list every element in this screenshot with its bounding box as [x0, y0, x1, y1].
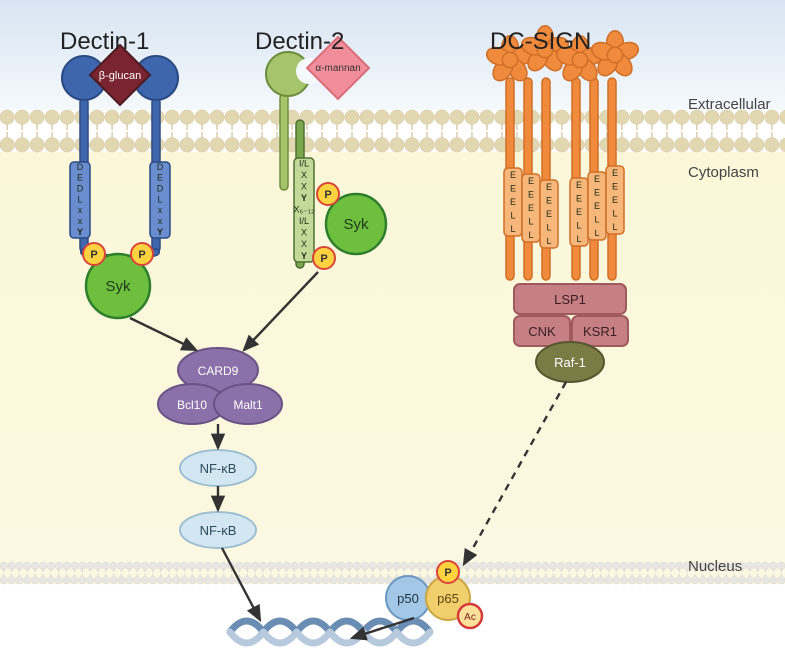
svg-text:LSP1: LSP1 — [554, 292, 586, 307]
svg-text:I/L: I/L — [299, 216, 309, 226]
dectin-2-title: Dectin-2 — [255, 28, 344, 56]
svg-text:α-mannan: α-mannan — [315, 63, 360, 74]
svg-text:X: X — [301, 228, 307, 238]
svg-text:E: E — [510, 197, 516, 207]
plasma-membrane — [0, 110, 785, 152]
svg-text:L: L — [510, 211, 515, 221]
svg-text:L: L — [528, 217, 533, 227]
svg-text:P: P — [138, 249, 145, 261]
svg-text:L: L — [528, 230, 533, 240]
svg-text:Ac: Ac — [464, 612, 476, 623]
svg-text:E: E — [157, 173, 163, 183]
svg-text:x: x — [158, 216, 163, 226]
svg-text:D: D — [77, 184, 84, 194]
svg-text:E: E — [612, 181, 618, 191]
svg-text:E: E — [576, 180, 582, 190]
svg-text:L: L — [576, 234, 581, 244]
svg-text:E: E — [510, 183, 516, 193]
svg-text:Y: Y — [301, 251, 307, 261]
svg-text:D: D — [157, 162, 164, 172]
svg-text:L: L — [612, 222, 617, 232]
svg-text:L: L — [612, 209, 617, 219]
svg-text:L: L — [594, 215, 599, 225]
svg-text:X₆₋₁₂: X₆₋₁₂ — [294, 205, 315, 215]
svg-text:P: P — [320, 253, 327, 265]
svg-text:D: D — [77, 162, 84, 172]
svg-text:P: P — [90, 249, 97, 261]
svg-text:E: E — [594, 174, 600, 184]
svg-text:E: E — [594, 201, 600, 211]
svg-text:E: E — [576, 193, 582, 203]
svg-text:E: E — [510, 170, 516, 180]
svg-text:Y: Y — [77, 227, 83, 237]
svg-text:E: E — [576, 207, 582, 217]
svg-text:Bcl10: Bcl10 — [177, 398, 207, 412]
svg-text:E: E — [612, 168, 618, 178]
arrow-raf1-to-p65 — [464, 382, 566, 564]
svg-text:x: x — [78, 205, 83, 215]
svg-text:L: L — [594, 228, 599, 238]
nuclear-membrane — [0, 562, 785, 584]
dna-icon — [230, 621, 430, 643]
svg-text:L: L — [576, 221, 581, 231]
arrow-dectin2-to-cbm — [244, 272, 318, 350]
svg-text:I/L: I/L — [299, 158, 309, 168]
svg-text:L: L — [546, 223, 551, 233]
svg-text:E: E — [612, 195, 618, 205]
cytoplasm-label: Cytoplasm — [688, 164, 759, 181]
svg-text:E: E — [546, 209, 552, 219]
svg-text:x: x — [78, 216, 83, 226]
extracellular-label: Extracellular — [688, 96, 771, 113]
svg-text:X: X — [301, 239, 307, 249]
svg-text:Syk: Syk — [343, 216, 369, 233]
svg-text:Y: Y — [157, 227, 163, 237]
svg-text:P: P — [444, 567, 451, 579]
dc-sign-receptor — [484, 26, 640, 280]
svg-text:E: E — [528, 203, 534, 213]
svg-text:CNK: CNK — [528, 324, 556, 339]
nucleus-label: Nucleus — [688, 558, 742, 575]
svg-text:E: E — [528, 176, 534, 186]
svg-text:x: x — [158, 205, 163, 215]
svg-text:E: E — [528, 189, 534, 199]
svg-text:NF-κB: NF-κB — [200, 523, 237, 538]
svg-text:NF-κB: NF-κB — [200, 461, 237, 476]
svg-text:L: L — [77, 194, 82, 204]
svg-text:p65: p65 — [437, 591, 459, 606]
dc-sign-title: DC-SIGN — [490, 28, 591, 56]
svg-text:L: L — [546, 236, 551, 246]
svg-text:E: E — [546, 195, 552, 205]
svg-text:D: D — [157, 184, 164, 194]
svg-text:E: E — [594, 187, 600, 197]
svg-text:X: X — [301, 170, 307, 180]
svg-text:E: E — [77, 173, 83, 183]
arrow-dectin1-to-cbm — [130, 318, 196, 350]
svg-text:X: X — [301, 181, 307, 191]
svg-text:Raf-1: Raf-1 — [554, 355, 586, 370]
svg-text:Malt1: Malt1 — [233, 398, 263, 412]
svg-text:E: E — [546, 182, 552, 192]
svg-text:L: L — [510, 224, 515, 234]
svg-text:p50: p50 — [397, 591, 419, 606]
dectin-1-title: Dectin-1 — [60, 28, 149, 56]
svg-text:β-glucan: β-glucan — [99, 70, 141, 82]
svg-text:Syk: Syk — [105, 278, 131, 295]
svg-text:L: L — [157, 194, 162, 204]
svg-text:Y: Y — [301, 193, 307, 203]
svg-text:CARD9: CARD9 — [198, 364, 239, 378]
svg-text:P: P — [324, 189, 331, 201]
svg-text:KSR1: KSR1 — [583, 324, 617, 339]
